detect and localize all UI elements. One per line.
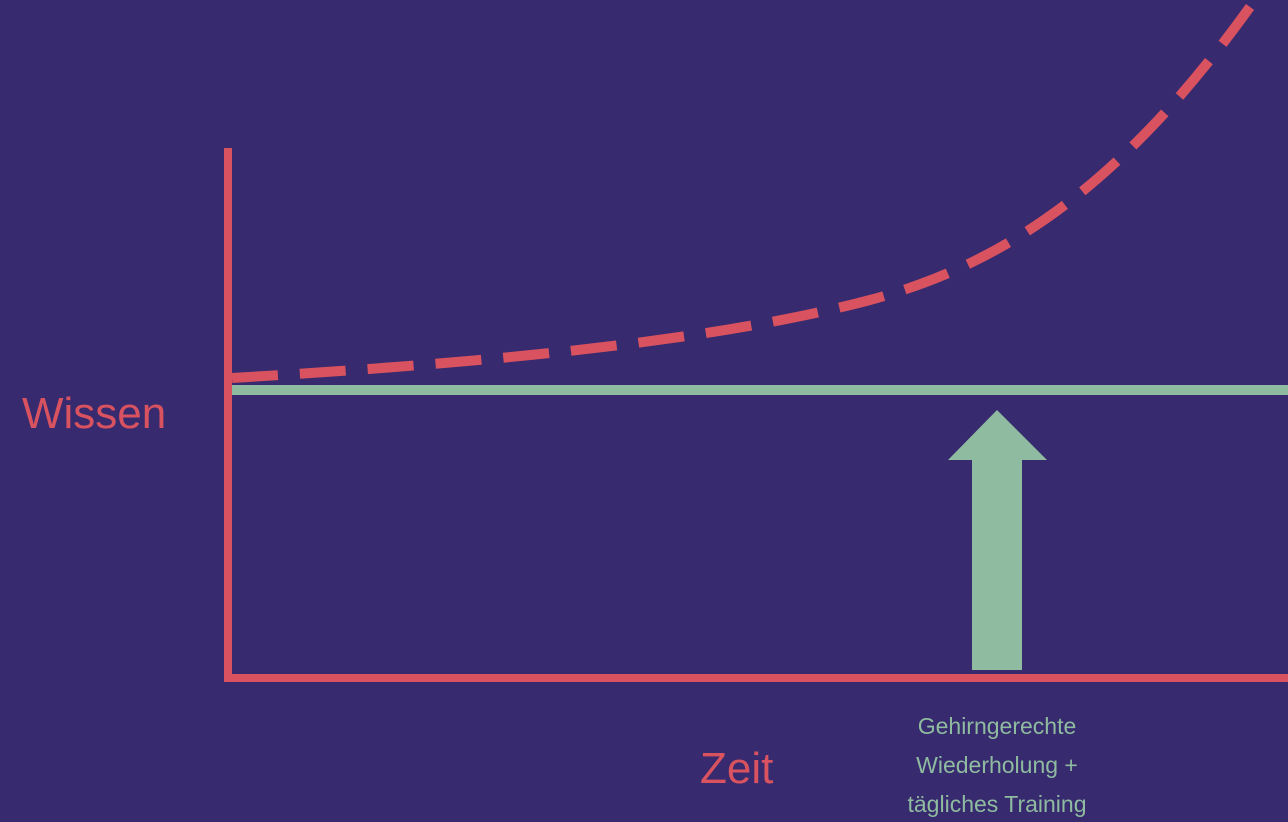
y-axis-label: Wissen — [22, 389, 166, 438]
growth-curve — [231, 0, 1260, 383]
annotation-line: Gehirngerechte — [918, 713, 1077, 739]
annotation-line: Wiederholung + — [916, 752, 1078, 778]
up-arrow — [948, 410, 1047, 670]
annotation-line: tägliches Training — [908, 791, 1087, 817]
x-axis-label: Zeit — [700, 744, 773, 793]
